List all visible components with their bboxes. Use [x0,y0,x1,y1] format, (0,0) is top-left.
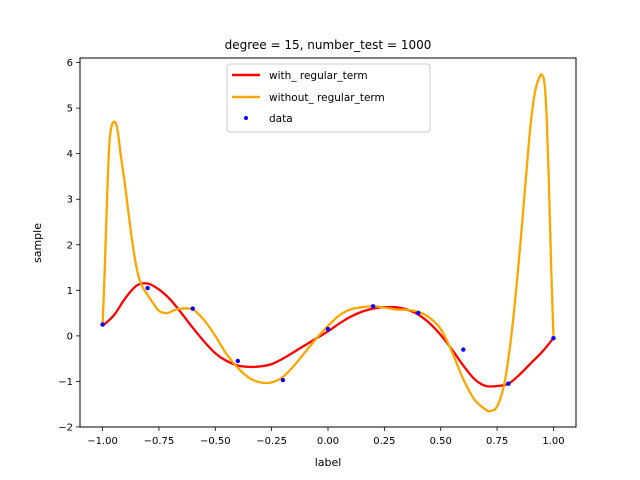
x-tick-label: 0.75 [486,436,508,447]
legend-box [226,63,431,133]
y-tick-label: 0 [67,331,73,342]
y-axis-label: sample [31,223,44,263]
data-point [190,306,195,311]
legend: with_ regular_term without_ regular_term… [226,63,431,133]
data-point [235,358,241,364]
data-point [145,285,150,291]
data-point [461,347,466,352]
chart-title: degree = 15, number_test = 1000 [225,38,432,52]
x-tick-label: 0.50 [430,436,452,447]
y-tick-label: 3 [67,195,73,206]
data-point [325,326,331,332]
x-tick-label: −0.25 [256,436,287,447]
legend-label-without-regular-term: without_ regular_term [269,92,385,104]
data-point [415,310,421,316]
x-tick-label: 0.25 [373,436,395,447]
y-tick-label: 6 [67,58,73,69]
y-tick-label: −2 [58,423,73,434]
y-tick-label: 5 [67,104,73,115]
series-layer [100,73,556,413]
series-line-without-regular-term [101,73,555,413]
data-point [100,322,105,327]
y-axis-ticks: −2 −1 0 1 2 3 4 5 6 [58,58,80,434]
data-point [280,377,286,383]
data-point [506,381,511,386]
legend-label-with-regular-term: with_ regular_term [269,70,368,82]
x-tick-label: −1.00 [87,436,118,447]
y-tick-label: −1 [58,377,73,388]
y-tick-label: 2 [67,240,73,251]
x-axis-ticks: −1.00 −0.75 −0.50 −0.25 0.00 0.25 0.50 0.75 1.00 [87,427,565,447]
x-tick-label: 1.00 [542,436,564,447]
y-tick-label: 4 [67,149,73,160]
data-point [370,304,376,309]
legend-swatch-data [244,116,248,120]
x-tick-label: −0.75 [144,436,175,447]
data-point [551,335,556,341]
y-tick-label: 1 [67,286,73,297]
x-tick-label: −0.50 [200,436,231,447]
x-tick-label: 0.00 [317,436,339,447]
legend-label-data: data [269,113,293,125]
x-axis-label: label [315,456,342,469]
